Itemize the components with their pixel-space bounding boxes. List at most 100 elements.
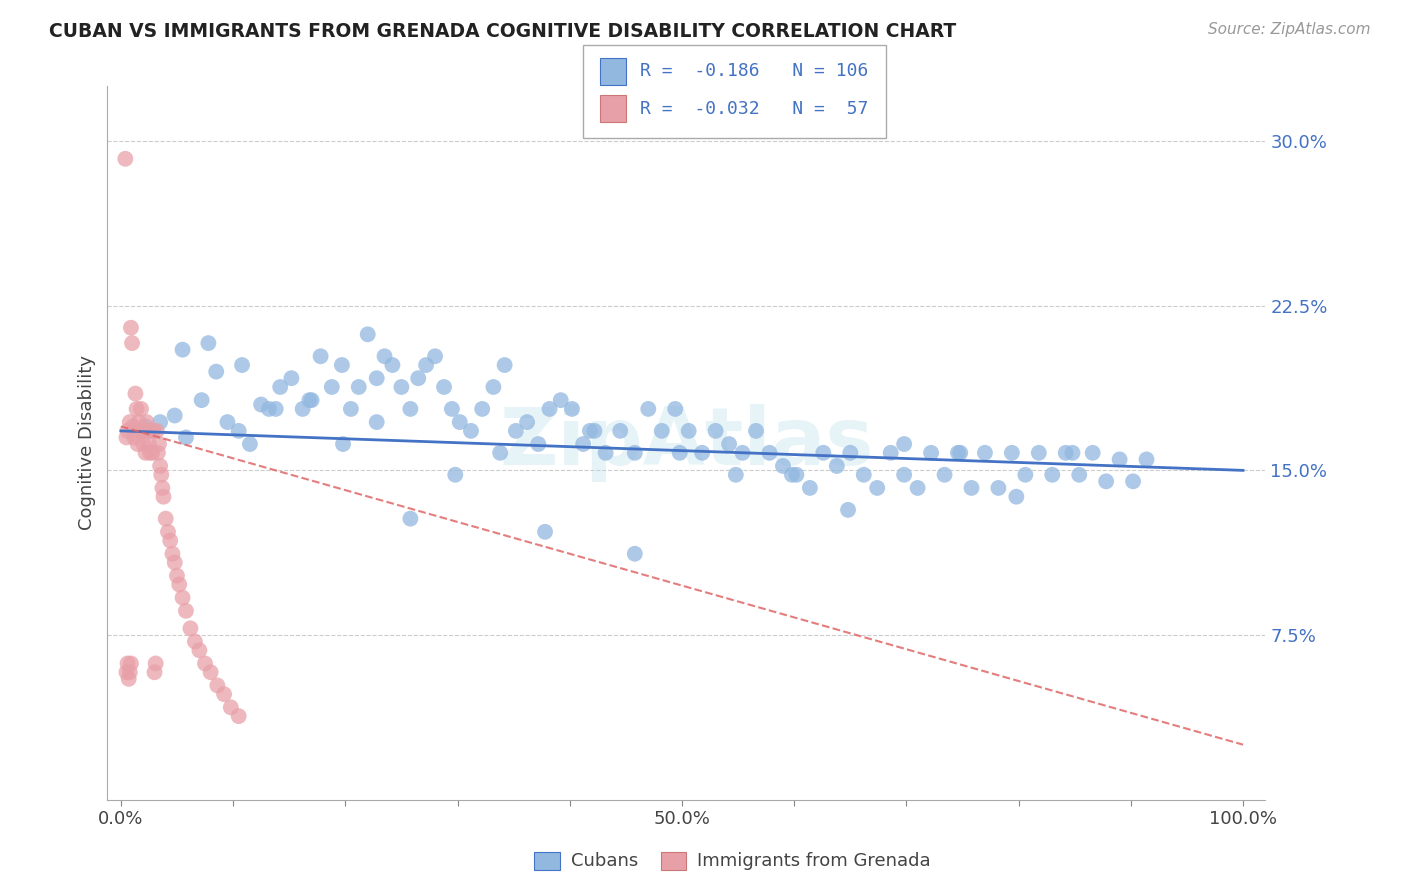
Point (141, 446, 163, 460)
Point (129, 401, 152, 416)
Point (132, 437, 155, 451)
Point (172, 591, 194, 605)
Text: R =  -0.032   N =  57: R = -0.032 N = 57 (640, 100, 868, 118)
Point (291, 401, 314, 416)
Point (120, 657, 142, 671)
Point (1001, 446, 1024, 460)
Point (893, 467, 915, 482)
Point (115, 665, 138, 680)
Point (624, 446, 647, 460)
Point (136, 424, 159, 438)
Point (172, 343, 194, 357)
Point (893, 437, 915, 451)
Point (347, 380, 370, 394)
Point (934, 467, 956, 482)
Point (399, 401, 422, 416)
Point (974, 446, 997, 460)
Point (145, 424, 167, 438)
Point (381, 358, 404, 372)
Point (184, 634, 207, 648)
Point (239, 437, 262, 451)
Point (135, 419, 157, 434)
Text: R =  -0.186   N = 106: R = -0.186 N = 106 (640, 62, 868, 80)
Point (156, 524, 179, 539)
Point (678, 424, 700, 438)
Point (149, 458, 172, 473)
Point (309, 349, 332, 363)
Point (1028, 446, 1050, 460)
Point (837, 503, 859, 517)
Point (179, 621, 201, 635)
Point (785, 467, 807, 482)
Point (146, 446, 169, 460)
Point (651, 424, 673, 438)
Point (406, 371, 429, 385)
Point (212, 687, 235, 701)
Point (264, 401, 287, 416)
Point (142, 424, 165, 438)
Point (609, 424, 631, 438)
Point (1122, 475, 1144, 489)
Point (758, 446, 780, 460)
Point (444, 467, 467, 482)
Point (852, 467, 875, 482)
Point (745, 424, 768, 438)
Point (138, 437, 160, 451)
Point (163, 556, 186, 570)
Point (150, 481, 173, 495)
Point (298, 393, 321, 408)
Point (167, 577, 190, 591)
Point (366, 371, 388, 385)
Point (949, 446, 972, 460)
Point (946, 446, 969, 460)
Point (374, 349, 396, 363)
Point (572, 437, 595, 451)
Point (150, 467, 173, 482)
Point (117, 424, 139, 438)
Point (141, 424, 163, 438)
Point (538, 401, 561, 416)
Point (907, 481, 929, 495)
Point (724, 467, 747, 482)
Point (155, 511, 177, 525)
Point (987, 481, 1010, 495)
Point (825, 458, 848, 473)
Point (489, 446, 512, 460)
Point (174, 604, 197, 618)
Point (340, 401, 363, 416)
Point (460, 424, 482, 438)
Point (718, 437, 741, 451)
Point (163, 409, 186, 423)
Point (1081, 446, 1104, 460)
Point (449, 415, 471, 429)
Point (839, 446, 862, 460)
Point (190, 393, 212, 408)
Point (1005, 490, 1028, 504)
Point (595, 446, 617, 460)
Point (122, 419, 145, 434)
Point (527, 437, 550, 451)
Text: CUBAN VS IMMIGRANTS FROM GRENADA COGNITIVE DISABILITY CORRELATION CHART: CUBAN VS IMMIGRANTS FROM GRENADA COGNITI… (49, 22, 956, 41)
Point (143, 665, 166, 680)
Point (231, 358, 253, 372)
Point (624, 547, 647, 561)
Point (174, 430, 197, 444)
Point (321, 380, 343, 394)
Point (205, 365, 228, 379)
Point (799, 481, 821, 495)
Point (440, 401, 463, 416)
Point (118, 672, 141, 686)
Point (194, 657, 217, 671)
Point (415, 358, 437, 372)
Point (579, 424, 602, 438)
Point (134, 424, 156, 438)
Point (690, 446, 713, 460)
Point (780, 467, 803, 482)
Point (471, 401, 494, 416)
Point (118, 665, 141, 680)
Point (124, 386, 146, 401)
Point (197, 336, 219, 351)
Point (1062, 446, 1084, 460)
Point (332, 437, 354, 451)
Point (482, 380, 505, 394)
